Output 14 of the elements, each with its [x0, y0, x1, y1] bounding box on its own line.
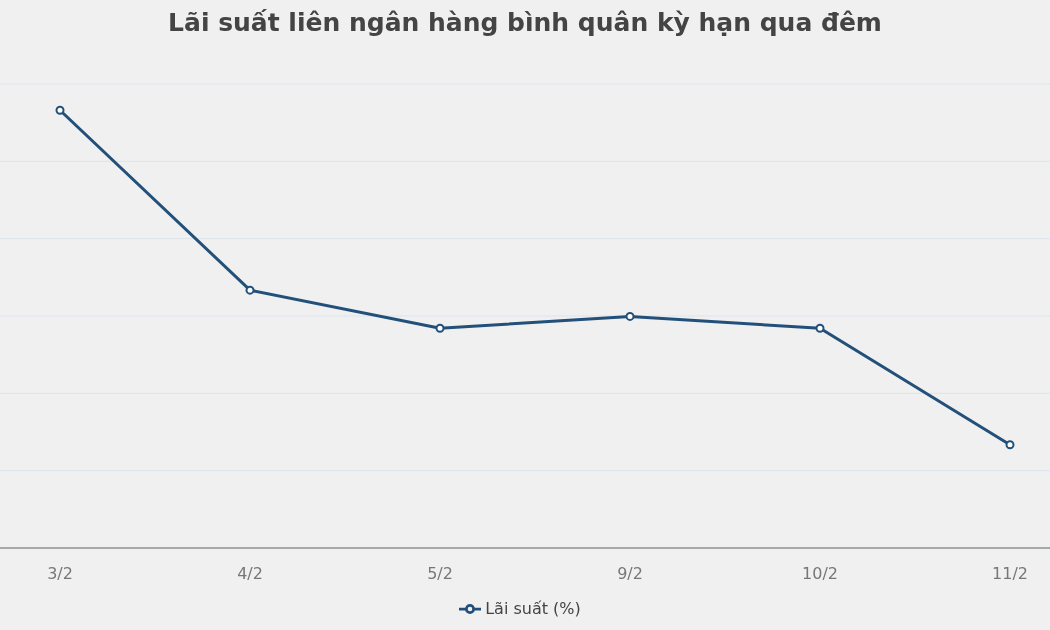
point	[55, 105, 65, 115]
point	[815, 323, 825, 333]
x-tick-label: 3/2	[47, 564, 73, 584]
x-tick-label: 4/2	[237, 564, 263, 584]
x-tick-label: 5/2	[427, 564, 453, 584]
point	[245, 285, 255, 295]
x-tick-label: 10/2	[802, 564, 838, 584]
x-tick-label: 9/2	[617, 564, 643, 584]
point	[625, 311, 635, 321]
point	[435, 323, 445, 333]
point	[1005, 440, 1015, 450]
legend-label: Lãi suất (%)	[485, 598, 581, 618]
chart-title: Lãi suất liên ngân hàng bình quân kỳ hạn qua đêm	[167, 7, 883, 39]
x-tick-label: 11/2	[992, 564, 1028, 584]
